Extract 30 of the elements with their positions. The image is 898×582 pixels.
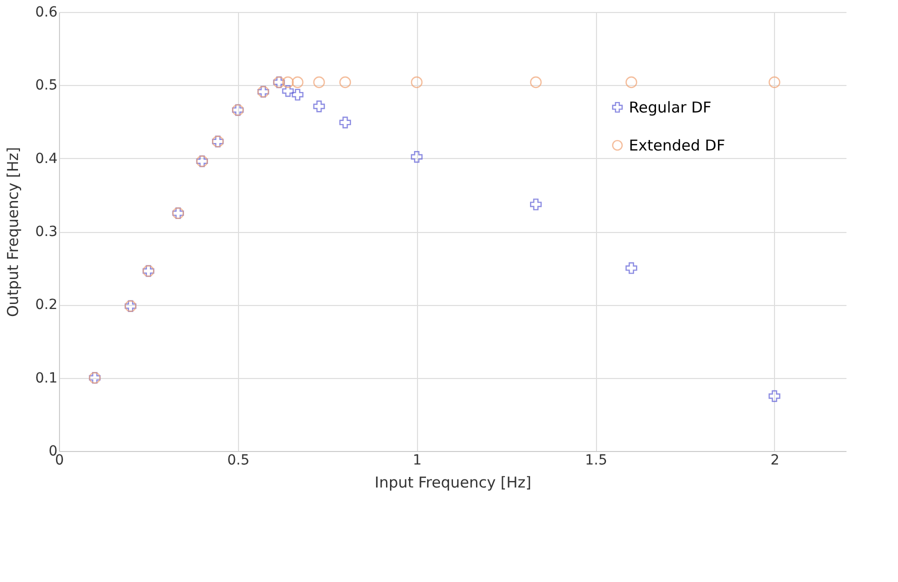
y-tick-label: 0.2 bbox=[35, 297, 58, 314]
point bbox=[626, 262, 638, 274]
point bbox=[410, 151, 423, 163]
point bbox=[282, 76, 294, 88]
point bbox=[292, 76, 304, 88]
y-tick-label: 0.6 bbox=[35, 4, 58, 20]
y-axis-title: Output Frequency [Hz] bbox=[4, 147, 22, 317]
point bbox=[768, 76, 780, 88]
y-tick-label: 0.4 bbox=[35, 150, 58, 167]
y-tick-label: 0.3 bbox=[35, 224, 58, 240]
point bbox=[292, 88, 304, 101]
x-tick-label: 0.5 bbox=[227, 452, 250, 468]
point bbox=[768, 390, 780, 402]
point bbox=[530, 198, 542, 210]
y-tick-label: 0.1 bbox=[35, 370, 58, 386]
x-tick-label: 2 bbox=[770, 452, 780, 468]
point bbox=[626, 76, 638, 88]
point bbox=[282, 85, 294, 97]
point bbox=[339, 76, 352, 88]
y-tick-label: 0.5 bbox=[35, 78, 58, 94]
point bbox=[530, 76, 542, 88]
point bbox=[313, 100, 325, 112]
x-tick-label: 1 bbox=[412, 452, 422, 468]
legend-label: Extended DF bbox=[628, 136, 726, 154]
x-tick-label: 1.5 bbox=[584, 452, 608, 468]
point bbox=[410, 76, 423, 88]
x-axis-title: Input Frequency [Hz] bbox=[374, 474, 532, 492]
legend-label: Regular DF bbox=[628, 98, 712, 116]
point bbox=[313, 76, 325, 88]
point bbox=[339, 116, 352, 128]
